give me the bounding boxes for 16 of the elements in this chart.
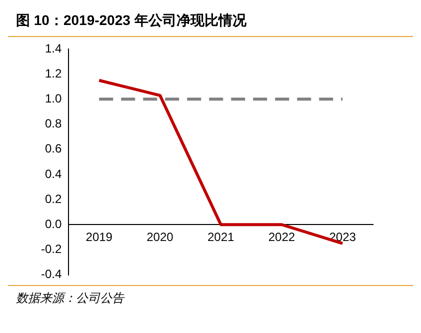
y-tick-label: 1.2: [44, 66, 62, 80]
x-tick-label: 2020: [146, 230, 174, 244]
y-tick-label: 1.4: [44, 41, 62, 56]
y-tick-label: 0.6: [44, 142, 62, 156]
x-tick-label: 2019: [86, 230, 113, 244]
y-tick-label: 1.0: [44, 91, 62, 106]
x-tick-label: 2022: [268, 230, 296, 244]
y-tick-label: 0.0: [44, 216, 62, 231]
y-tick-label: -0.2: [40, 242, 62, 256]
y-tick-label: -0.4: [40, 267, 62, 282]
y-tick-label: 0.4: [44, 166, 62, 181]
source-note: 数据来源：公司公告: [15, 290, 126, 307]
y-tick-label: 0.2: [44, 192, 62, 206]
y-tick-label: 0.8: [44, 116, 62, 131]
x-tick-label: 2021: [207, 230, 235, 244]
chart-title: 图 10：2019-2023 年公司净现比情况: [15, 11, 248, 30]
